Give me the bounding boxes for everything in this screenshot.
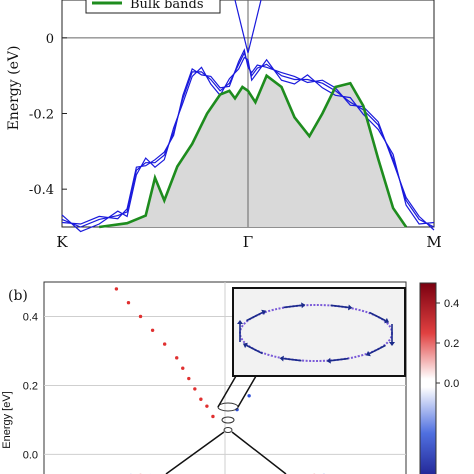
spin-point <box>205 404 209 408</box>
ytick-label: 0.2 <box>23 380 38 392</box>
panel-b-ylabel: Energy [eV] <box>1 391 13 448</box>
legend: Bulk bands <box>85 0 221 14</box>
spin-point <box>187 376 191 381</box>
kpoint-label: M <box>426 233 441 251</box>
panel-b-points <box>114 287 334 474</box>
contour-loop-lower <box>223 427 233 433</box>
spin-point <box>181 366 185 370</box>
panel-a-gridlines <box>62 0 434 227</box>
spin-arrowhead <box>301 302 306 309</box>
bulk-band-area <box>99 75 407 227</box>
spin-point <box>175 356 179 360</box>
ytick-label: -0.2 <box>29 108 54 123</box>
spin-point <box>162 342 167 346</box>
colorbar-tick-label: 0.4 <box>444 298 459 310</box>
zoom-line-right <box>237 375 257 408</box>
legend-label: Bulk bands <box>130 0 204 12</box>
spin-arrowhead <box>348 304 353 311</box>
panel-a-series <box>61 0 435 233</box>
spin-point <box>247 394 251 398</box>
zoom-lines <box>165 375 287 474</box>
spin-arrow <box>369 311 386 322</box>
panel-a: 0 -0.2 -0.4 K Γ M Energy (eV) Bulk bands <box>6 0 442 251</box>
ytick-label: 0.0 <box>23 449 38 461</box>
spin-arrow <box>330 304 349 309</box>
spin-arrow <box>330 357 349 362</box>
spin-arrow <box>246 311 263 322</box>
panel-b: (b) 0.4 0.2 0.0 Energy [eV] <box>1 281 459 474</box>
spin-point <box>199 397 203 401</box>
zoom-line-lower-left <box>165 431 225 474</box>
spin-point <box>150 328 155 332</box>
inset-spin-arrows <box>237 302 395 364</box>
colorbar-bar <box>419 282 437 474</box>
spin-arrowhead <box>237 320 243 324</box>
dirac-cone-line <box>234 0 262 54</box>
bulk-band-fill <box>99 75 407 227</box>
bulk-band-edge-line <box>99 73 408 229</box>
ytick-label: 0.4 <box>23 311 38 323</box>
kpoint-label: K <box>56 233 68 251</box>
spin-arrowhead <box>365 350 371 357</box>
spin-arrowhead <box>389 342 395 346</box>
inset <box>232 287 406 377</box>
contour-loop-middle <box>221 416 235 424</box>
ytick-label: 0 <box>46 32 54 47</box>
spin-arrow <box>283 357 302 362</box>
spin-point <box>193 387 197 391</box>
panel-a-yticks: 0 -0.2 -0.4 <box>29 32 67 198</box>
spin-arrowhead <box>326 357 331 364</box>
inset-frame <box>232 287 406 377</box>
surface-band-line <box>61 48 435 231</box>
spin-arrowhead <box>384 317 390 324</box>
spin-point <box>211 414 215 419</box>
zoom-line-lower-right <box>231 431 287 474</box>
colorbar: 0.4 0.2 0.0 <box>419 282 459 474</box>
panel-a-ylabel: Energy (eV) <box>6 46 22 131</box>
spin-point <box>114 287 119 291</box>
panel-b-yticks: 0.4 0.2 0.0 <box>23 311 38 461</box>
zoom-line-left <box>217 375 237 408</box>
colorbar-tick-label: 0.2 <box>444 338 459 350</box>
kpoint-label: Γ <box>243 233 253 251</box>
spin-point <box>138 314 143 319</box>
colorbar-tick-label: 0.0 <box>444 378 459 390</box>
ytick-label: -0.4 <box>29 183 54 198</box>
spin-arrowhead <box>242 342 248 349</box>
spin-arrowhead <box>279 355 284 362</box>
contour-markers <box>217 402 239 433</box>
colorbar-ticks: 0.4 0.2 0.0 <box>436 298 459 390</box>
contour-loop-upper <box>217 402 239 412</box>
spin-arrow <box>246 344 263 355</box>
panel-b-label: (b) <box>8 288 28 304</box>
spin-point <box>126 300 131 305</box>
spin-arrowhead <box>261 309 267 316</box>
spin-arrow <box>283 304 302 309</box>
spin-arrow <box>369 344 386 355</box>
